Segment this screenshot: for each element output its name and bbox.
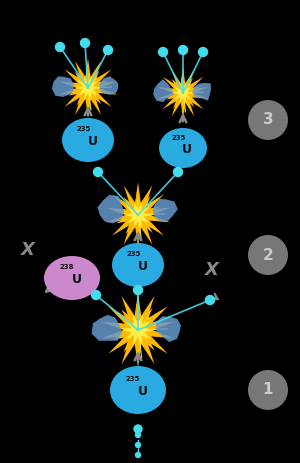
Circle shape xyxy=(136,443,140,448)
Text: U: U xyxy=(72,273,82,286)
Text: 235: 235 xyxy=(126,375,140,382)
Polygon shape xyxy=(98,195,124,223)
Polygon shape xyxy=(165,75,201,111)
Text: U: U xyxy=(138,385,148,399)
Text: U: U xyxy=(88,135,98,148)
Circle shape xyxy=(248,370,288,410)
Polygon shape xyxy=(99,76,118,95)
Circle shape xyxy=(56,43,64,51)
Circle shape xyxy=(136,452,140,457)
Polygon shape xyxy=(101,292,175,368)
Text: 3: 3 xyxy=(263,113,273,127)
Circle shape xyxy=(134,286,142,294)
Text: 235: 235 xyxy=(126,251,140,257)
Circle shape xyxy=(199,48,208,56)
Circle shape xyxy=(178,45,188,55)
Text: X: X xyxy=(21,241,35,259)
Circle shape xyxy=(206,295,214,305)
Circle shape xyxy=(248,100,288,140)
Text: X: X xyxy=(205,261,219,279)
Ellipse shape xyxy=(112,243,164,287)
Text: 235: 235 xyxy=(172,135,186,141)
Polygon shape xyxy=(75,76,100,100)
Polygon shape xyxy=(153,199,178,222)
Ellipse shape xyxy=(110,366,166,414)
Text: U: U xyxy=(182,143,192,156)
Text: 235: 235 xyxy=(76,126,91,132)
Polygon shape xyxy=(52,76,74,97)
Ellipse shape xyxy=(44,256,100,300)
Circle shape xyxy=(134,425,142,433)
Circle shape xyxy=(158,48,167,56)
Ellipse shape xyxy=(159,128,207,168)
Polygon shape xyxy=(122,315,154,345)
Text: U: U xyxy=(138,260,148,273)
Text: 1: 1 xyxy=(263,382,273,398)
Circle shape xyxy=(103,45,112,55)
Circle shape xyxy=(94,168,103,176)
Polygon shape xyxy=(59,58,117,118)
Circle shape xyxy=(92,290,100,300)
Polygon shape xyxy=(172,82,194,103)
Polygon shape xyxy=(106,182,170,248)
Polygon shape xyxy=(92,315,122,341)
Circle shape xyxy=(136,432,140,438)
Circle shape xyxy=(80,38,89,48)
Circle shape xyxy=(248,235,288,275)
Polygon shape xyxy=(192,83,211,101)
Polygon shape xyxy=(156,316,181,342)
Polygon shape xyxy=(112,303,164,357)
Text: 2: 2 xyxy=(262,248,273,263)
Polygon shape xyxy=(68,67,108,109)
Polygon shape xyxy=(124,202,152,228)
Text: 238: 238 xyxy=(60,264,74,270)
Polygon shape xyxy=(116,192,160,238)
Ellipse shape xyxy=(62,118,114,162)
Polygon shape xyxy=(158,67,208,119)
Circle shape xyxy=(173,168,182,176)
Polygon shape xyxy=(153,79,174,102)
